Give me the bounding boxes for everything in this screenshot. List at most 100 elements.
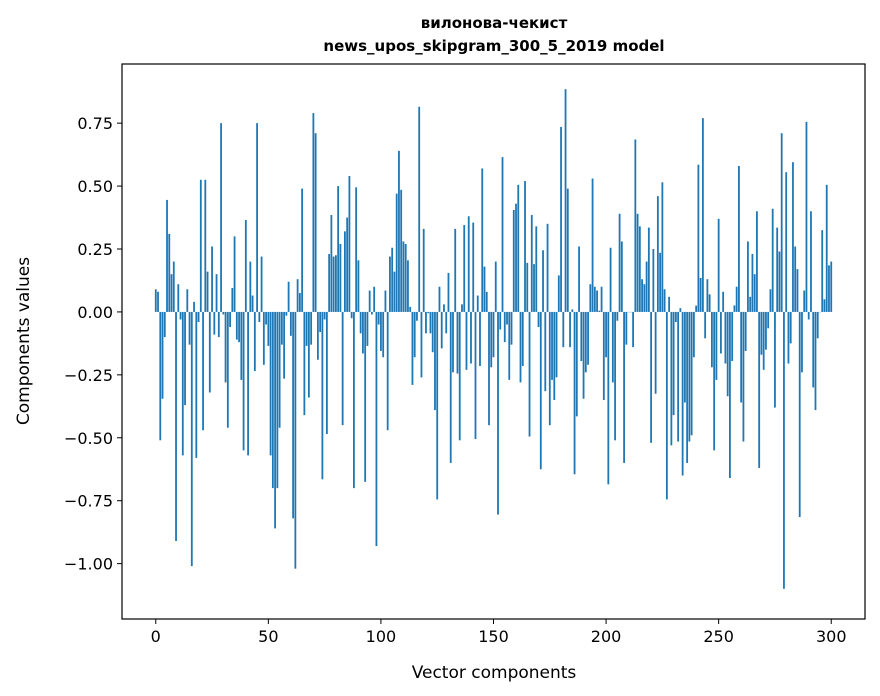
bar [377, 311, 380, 325]
bar [663, 289, 666, 312]
bar [431, 311, 434, 353]
bar [353, 311, 355, 489]
bar [454, 228, 457, 312]
bar [557, 275, 560, 312]
bar [731, 311, 734, 362]
bar [607, 311, 610, 485]
bar [704, 311, 707, 339]
bar [512, 209, 515, 312]
bar [283, 311, 286, 379]
bar [422, 228, 425, 312]
bar [440, 311, 443, 349]
bar [643, 284, 646, 312]
bar [539, 311, 542, 470]
y-axis-label: Components values [14, 257, 34, 425]
x-tick-label: 250 [703, 627, 734, 646]
bar [591, 178, 594, 312]
bar [220, 123, 222, 312]
bar [647, 227, 650, 312]
bar [409, 306, 412, 312]
bar [271, 311, 274, 489]
bar [483, 266, 486, 312]
bar [235, 311, 238, 340]
bar [544, 311, 547, 392]
bar [562, 311, 565, 348]
bar [382, 311, 385, 358]
bar [564, 89, 567, 312]
bar [154, 289, 157, 312]
y-tick-label: −0.25 [64, 366, 113, 385]
bar [280, 311, 283, 345]
bar [278, 311, 281, 428]
bar [168, 233, 171, 312]
bar [602, 311, 605, 401]
bar [325, 311, 328, 434]
bar [260, 256, 263, 312]
bar [787, 311, 790, 364]
bar [465, 311, 468, 370]
bar [233, 236, 236, 312]
bar [303, 311, 306, 416]
bar [510, 311, 513, 345]
bar [238, 311, 240, 343]
bar [211, 246, 213, 312]
bar [767, 311, 770, 329]
bar [294, 311, 297, 569]
bar [598, 310, 601, 312]
bar [319, 311, 322, 333]
bar [729, 311, 731, 479]
bar [794, 246, 797, 312]
bar [229, 311, 231, 328]
bar [710, 311, 713, 368]
bar [825, 184, 828, 312]
y-tick-label: −0.75 [64, 492, 113, 511]
bar [416, 311, 418, 321]
bar [222, 311, 225, 315]
bar [364, 311, 367, 482]
bar [533, 264, 535, 312]
bar [578, 246, 580, 312]
bar [623, 311, 625, 463]
bar [296, 279, 299, 312]
bar [240, 311, 243, 380]
bar [542, 250, 544, 312]
bar [262, 311, 265, 365]
bar [780, 133, 783, 312]
bar [571, 309, 574, 312]
bar [407, 260, 409, 312]
bar [497, 311, 499, 515]
bar [760, 311, 763, 355]
bar [632, 311, 634, 348]
bar [458, 311, 461, 441]
bar [519, 311, 522, 383]
bar [398, 150, 400, 312]
bar [485, 291, 488, 312]
bar [323, 311, 326, 320]
bar [589, 284, 592, 312]
bar [688, 311, 691, 442]
bar [172, 261, 175, 312]
bar [638, 226, 641, 312]
bar [656, 196, 659, 312]
bar [429, 311, 432, 334]
bar [600, 286, 603, 312]
bar [515, 203, 517, 312]
bar [735, 286, 738, 312]
bar [357, 260, 360, 312]
bar [467, 216, 470, 312]
bar [231, 288, 234, 312]
bar [805, 121, 808, 312]
bar [679, 308, 682, 312]
bar [690, 311, 693, 436]
bar [463, 225, 466, 312]
bar [697, 164, 700, 312]
bar [526, 262, 529, 312]
bar [289, 311, 292, 336]
bar [391, 247, 394, 312]
bar [368, 290, 371, 312]
bar [479, 311, 481, 367]
bar [575, 311, 578, 417]
bar [778, 251, 781, 312]
bar [715, 311, 718, 380]
